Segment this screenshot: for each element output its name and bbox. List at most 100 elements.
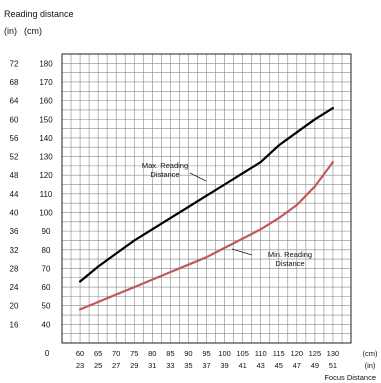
x-tick-label-cm: 80	[148, 349, 156, 358]
y-tick-label-in: 48	[10, 171, 19, 180]
plot-frame	[61, 53, 352, 344]
min-reading-distance-point	[277, 217, 280, 219]
x-tick-label-in: 51	[329, 361, 337, 370]
min-reading-distance-point	[79, 308, 81, 311]
max-reading-distance-point	[241, 172, 244, 175]
max-reading-distance-point	[115, 252, 118, 255]
series-lines	[78, 106, 334, 311]
y-tick-label-in: 72	[10, 59, 19, 68]
min-reading-distance-point	[332, 161, 334, 164]
min-reading-distance-point	[187, 263, 190, 266]
min-reading-distance-point	[115, 293, 118, 296]
y-tick-label-cm: 180	[39, 59, 53, 68]
x-tick-label-in: 39	[220, 361, 228, 370]
max-reading-distance-point	[187, 205, 190, 208]
x-tick-label-cm: 100	[218, 349, 231, 358]
max-reading-distance-point	[79, 280, 81, 283]
max-reading-distance-point	[151, 228, 154, 231]
x-tick-label-cm: 125	[309, 349, 322, 358]
x-tick-label-in: 49	[311, 361, 319, 370]
max-reading-distance-point	[169, 217, 172, 219]
max-label-leader-line	[189, 172, 207, 182]
min-reading-distance-point	[295, 204, 298, 206]
x-tick-label-in: 25	[94, 361, 102, 370]
y-tick-label-in: 20	[10, 302, 19, 311]
min-reading-distance-label: Min. Reading	[268, 250, 312, 259]
y-tick-label-cm: 50	[42, 302, 51, 311]
x-units-cm: (cm)	[363, 349, 378, 358]
x-tick-label-cm: 60	[76, 349, 84, 358]
y-tick-label-cm: 80	[42, 246, 51, 255]
x-tick-label-in: 27	[112, 361, 120, 370]
min-reading-distance-point	[97, 301, 100, 303]
min-reading-distance-point	[259, 228, 262, 231]
x-tick-label-cm: 130	[327, 349, 340, 358]
min-reading-distance-point	[133, 286, 136, 288]
y-tick-label-cm: 40	[42, 320, 51, 329]
y-tick-label-cm: 100	[39, 208, 53, 217]
y-tick-label-in: 60	[10, 115, 19, 124]
max-reading-distance-point	[332, 107, 334, 109]
x-axis-label: Focus Distance	[324, 373, 376, 382]
y-units-cm: (cm)	[24, 26, 42, 36]
min-reading-distance-point	[223, 247, 226, 249]
x-tick-label-in: 47	[293, 361, 301, 370]
max-reading-distance-point	[259, 161, 262, 164]
x-tick-label-cm: 70	[112, 349, 120, 358]
x-tick-label-in: 37	[202, 361, 210, 370]
x-tick-label-cm: 95	[202, 349, 210, 358]
y-tick-label-in: 68	[10, 78, 19, 87]
max-reading-distance-point	[205, 194, 208, 197]
min-reading-distance-point	[313, 185, 316, 188]
max-reading-distance-point	[313, 118, 316, 121]
x-tick-label-in: 23	[76, 361, 84, 370]
y-tick-label-cm: 110	[40, 190, 53, 199]
y-tick-label-cm: 60	[42, 283, 51, 292]
x-tick-label-cm: 75	[130, 349, 138, 358]
x-tick-label-cm: 85	[166, 349, 174, 358]
x-tick-label-cm: 65	[94, 349, 102, 358]
y-tick-label-cm: 130	[39, 153, 53, 162]
x-units-in: (in)	[365, 361, 376, 370]
min-reading-distance-point	[205, 256, 208, 259]
x-tick-label-cm: 110	[255, 349, 267, 358]
max-reading-distance-point	[223, 183, 226, 186]
max-reading-distance-point	[133, 239, 136, 242]
x-tick-label-in: 35	[184, 361, 192, 370]
y-tick-label-in: 16	[10, 320, 19, 329]
y-tick-label-in: 36	[10, 227, 19, 236]
y-tick-label-cm: 70	[42, 264, 51, 273]
x-tick-label-cm: 90	[184, 349, 192, 358]
x-tick-label-in: 41	[238, 361, 246, 370]
y-tick-label-in: 40	[10, 208, 19, 217]
x-tick-label-cm: 115	[273, 349, 285, 358]
x-origin-label: 0	[45, 349, 50, 358]
min-reading-distance-point	[241, 237, 244, 240]
max-reading-distance-label: Max. Reading	[142, 161, 188, 170]
y-tick-label-cm: 160	[39, 97, 53, 106]
x-tick-label-in: 43	[257, 361, 265, 370]
min-label-leader-line	[231, 248, 253, 256]
min-reading-distance-point	[151, 278, 154, 281]
y-tick-label-cm: 90	[42, 227, 51, 236]
x-tick-label-in: 33	[166, 361, 174, 370]
max-reading-distance-point	[295, 131, 298, 134]
axes	[61, 53, 352, 344]
y-tick-label-in: 64	[10, 97, 19, 106]
y-tick-label-in: 24	[10, 283, 19, 292]
y-tick-label-in: 32	[10, 246, 19, 255]
y-tick-label-cm: 120	[39, 171, 53, 180]
max-reading-distance-point	[97, 265, 100, 268]
y-tick-label-cm: 150	[39, 115, 53, 124]
x-tick-label-cm: 105	[236, 349, 249, 358]
max-reading-distance-point	[277, 144, 280, 147]
labels: 40 16 50 20 60 24 70 28 80 32 90 36 100 40 110 44 120 48 1…	[10, 59, 378, 382]
min-reading-distance-label: Distance	[275, 259, 304, 268]
y-tick-label-cm: 170	[39, 78, 53, 87]
x-tick-label-in: 29	[130, 361, 138, 370]
y-units-in: (in)	[4, 26, 17, 36]
x-tick-label-in: 45	[275, 361, 283, 370]
grid	[61, 53, 352, 344]
max-reading-distance-label: Distance	[150, 170, 179, 179]
